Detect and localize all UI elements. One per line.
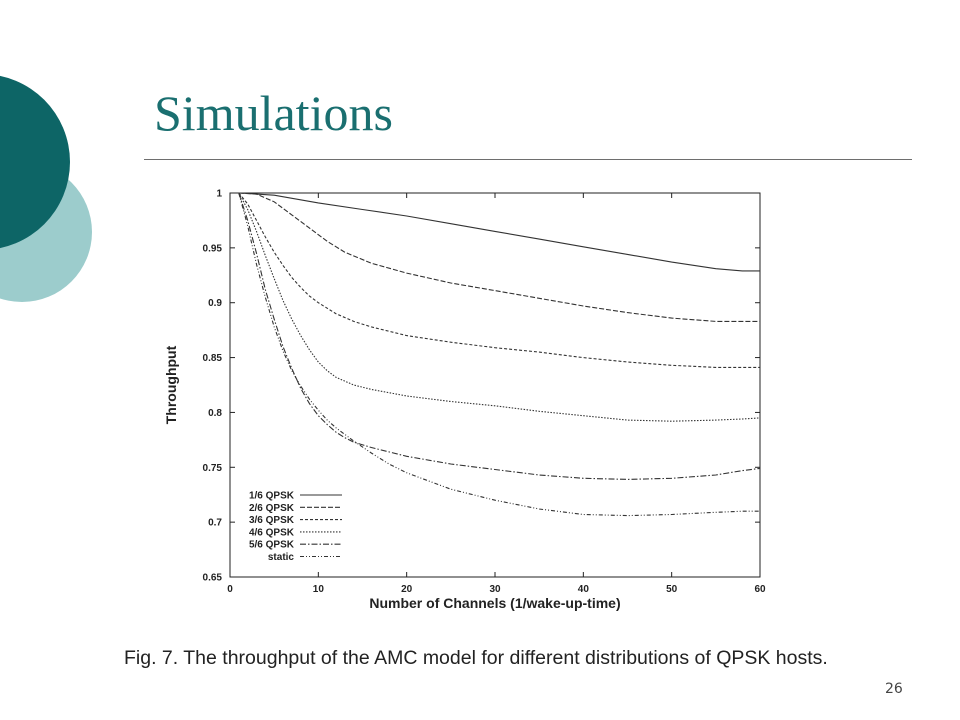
- y-tick-label: 0.65: [203, 573, 223, 584]
- x-tick-label: 40: [578, 584, 590, 595]
- throughput-chart: 0 10 20 30 40 50 60 0.65 0.7 0.75 0.8 0.85 0.9 0.95 1 N…: [163, 189, 766, 612]
- title-divider: [144, 159, 912, 160]
- x-tick-label: 60: [754, 584, 766, 595]
- legend-label: static: [268, 552, 295, 563]
- plot-frame: [229, 192, 761, 578]
- dark-teal-circle: [0, 75, 70, 249]
- x-tick-label: 20: [401, 584, 413, 595]
- slide-title: Simulations: [154, 85, 393, 141]
- y-tick-label: 1: [216, 189, 222, 200]
- y-tick-label: 0.75: [203, 463, 223, 474]
- series-line-3: [238, 192, 760, 368]
- series-line-1: [238, 192, 760, 272]
- y-tick-label: 0.7: [208, 518, 222, 529]
- x-tick-label: 50: [666, 584, 678, 595]
- series-line-5: [238, 192, 761, 480]
- x-axis-label: Number of Channels (1/wake-up-time): [369, 595, 620, 611]
- page-number: 26: [885, 681, 903, 697]
- x-tick-label: 0: [227, 584, 233, 595]
- legend-label: 1/6 QPSK: [249, 491, 295, 502]
- legend-label: 5/6 QPSK: [249, 540, 295, 551]
- series-line-4: [238, 192, 761, 422]
- x-tick-label: 10: [313, 584, 325, 595]
- decorative-circles: [0, 75, 92, 302]
- legend-label: 3/6 QPSK: [249, 515, 295, 526]
- x-tick-label: 30: [489, 584, 501, 595]
- series-line-6: [238, 192, 760, 517]
- legend-label: 4/6 QPSK: [249, 527, 295, 538]
- figure-caption: Fig. 7. The throughput of the AMC model …: [124, 647, 828, 669]
- legend-label: 2/6 QPSK: [249, 503, 295, 514]
- y-axis-label: Throughput: [163, 345, 179, 424]
- y-tick-label: 0.9: [208, 298, 222, 309]
- series-line-2: [238, 192, 760, 322]
- y-tick-label: 0.95: [203, 243, 223, 254]
- y-tick-label: 0.85: [203, 353, 223, 364]
- y-tick-label: 0.8: [208, 408, 222, 419]
